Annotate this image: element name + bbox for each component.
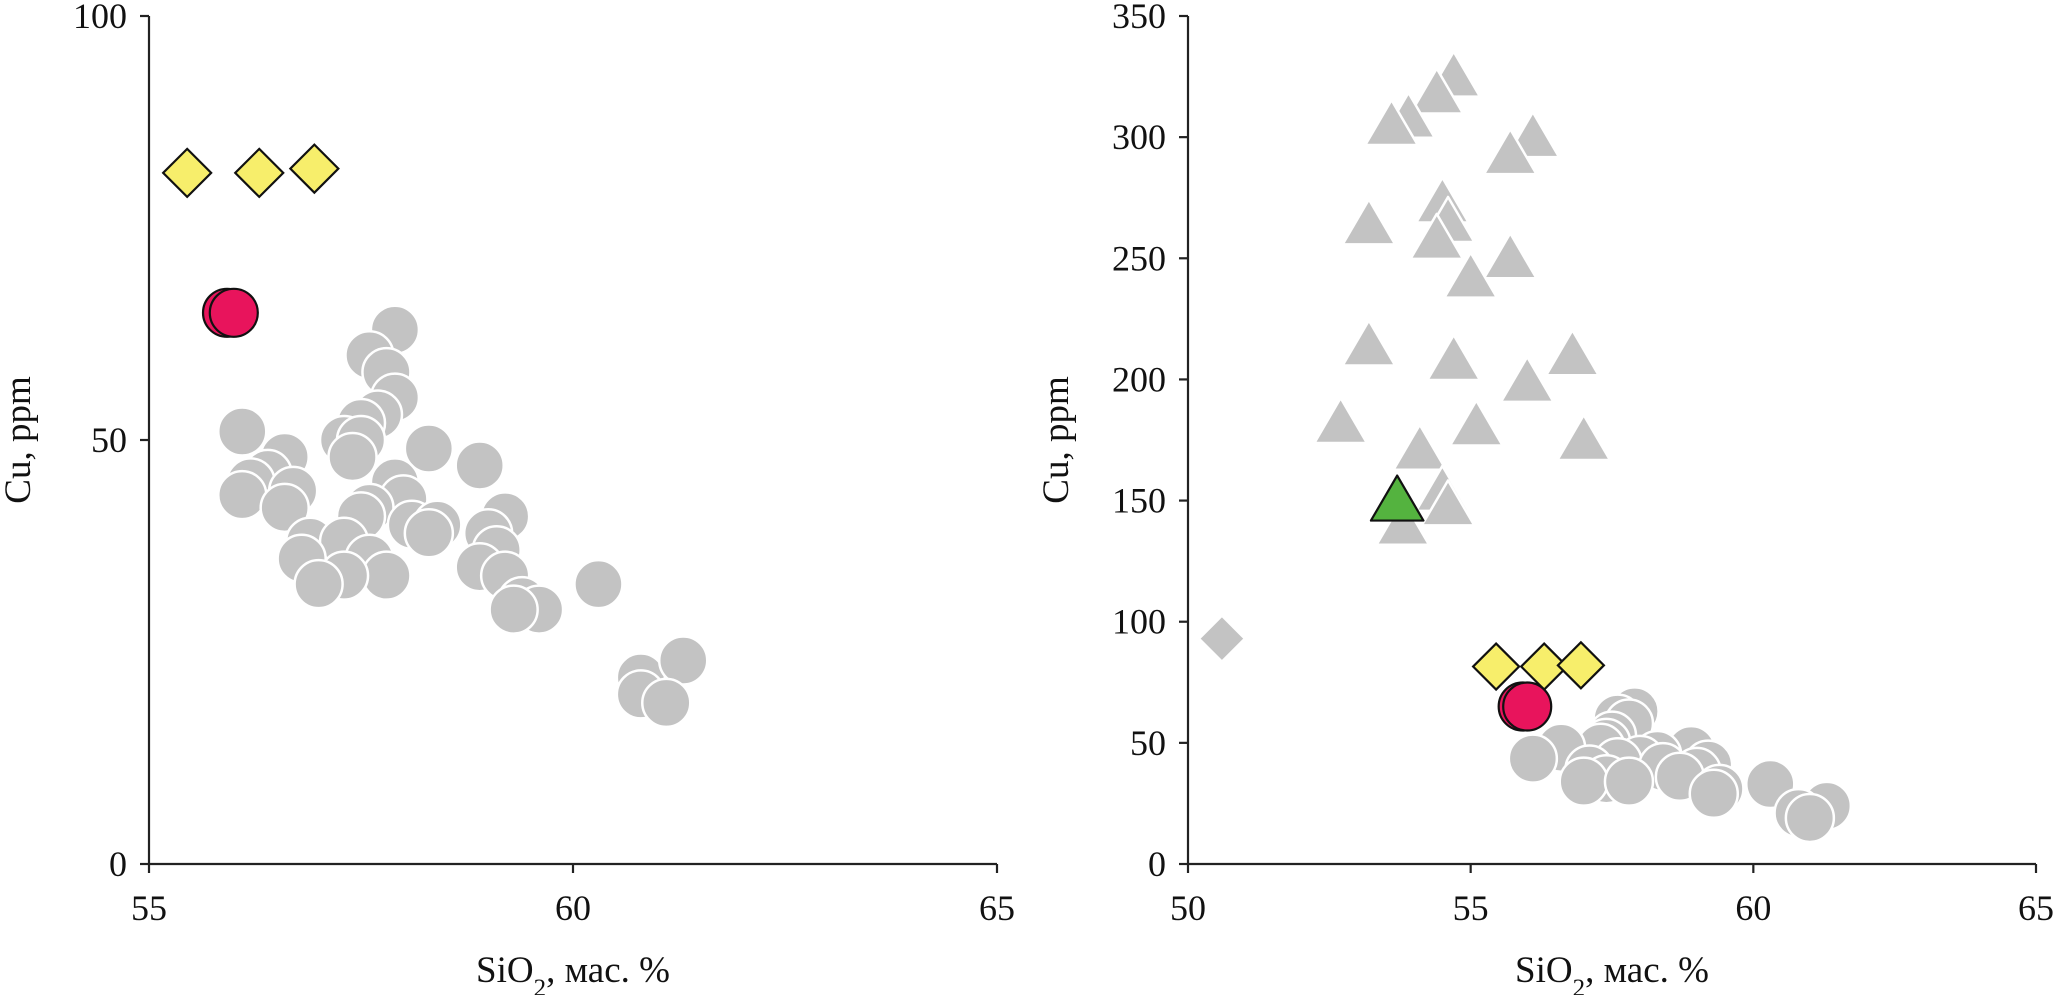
chart-1-markers xyxy=(161,143,709,729)
gray-circle-point xyxy=(217,406,268,457)
gray-triangle-point xyxy=(1556,413,1612,462)
chart-2-markers xyxy=(1197,50,1853,844)
y-tick-label: 100 xyxy=(73,0,127,36)
gray-triangle-point xyxy=(1313,396,1369,445)
y-tick-label: 100 xyxy=(1112,602,1166,642)
y-tick-label: 50 xyxy=(91,420,127,460)
chart-1-tick-labels: 55 60 65 0 50 100 xyxy=(73,0,1015,928)
gray-circle-point xyxy=(403,508,455,559)
gray-triangle-point xyxy=(1420,479,1476,527)
yellow-diamond-point xyxy=(1471,641,1521,692)
gray-diamond-point xyxy=(1197,613,1247,664)
gray-triangle-point xyxy=(1409,212,1465,261)
gray-circle-point xyxy=(327,431,378,483)
gray-circle-point xyxy=(259,482,310,534)
x-tick-label: 65 xyxy=(979,888,1015,928)
gray-circle-point xyxy=(1688,768,1740,819)
yellow-diamond-point xyxy=(288,143,340,195)
gray-triangle-point xyxy=(1375,498,1431,547)
chart-2-x-axis-title: SiO2, мас. % xyxy=(1515,950,1709,995)
x-tick-label: 60 xyxy=(1735,888,1771,928)
gray-circle-point xyxy=(1784,792,1836,844)
yellow-diamond-point xyxy=(233,147,285,199)
red-circle-point xyxy=(1502,681,1553,732)
gray-circle-point xyxy=(1603,756,1655,807)
chart-1-ticks xyxy=(140,14,999,873)
gray-triangle-point xyxy=(1341,319,1397,367)
x-tick-label: 50 xyxy=(1170,888,1206,928)
gray-triangle-point xyxy=(1448,399,1504,447)
gray-triangle-point xyxy=(1364,98,1420,147)
yellow-diamond-point xyxy=(1556,640,1606,690)
y-tick-label: 350 xyxy=(1112,0,1166,36)
gray-triangle-point xyxy=(1482,127,1538,176)
gray-circle-point xyxy=(1507,733,1559,784)
y-tick-label: 300 xyxy=(1112,117,1166,157)
chart-1-y-axis-title: Cu, ppm xyxy=(0,376,39,504)
gray-circle-point xyxy=(573,558,624,610)
gray-triangle-point xyxy=(1341,198,1397,246)
x-tick-label: 55 xyxy=(1453,888,1489,928)
gray-triangle-point xyxy=(1443,251,1499,299)
chart-1-x-axis-title: SiO2, мас. % xyxy=(476,950,670,995)
gray-triangle-point xyxy=(1426,333,1482,382)
gray-circle-point xyxy=(361,550,412,601)
y-tick-label: 50 xyxy=(1130,723,1166,763)
y-tick-label: 250 xyxy=(1112,238,1166,278)
gray-circle-point xyxy=(641,677,692,729)
y-tick-label: 0 xyxy=(1148,844,1166,884)
gray-circle-point xyxy=(488,584,539,635)
y-tick-label: 0 xyxy=(109,844,127,884)
chart-1: 55 60 65 0 50 100 SiO2, мас. % Cu, ppm xyxy=(0,0,1015,995)
gray-triangle-point xyxy=(1482,232,1538,280)
gray-triangle-point xyxy=(1392,423,1448,471)
gray-circle-point xyxy=(217,469,268,521)
chart-2-y-axis-title: Cu, ppm xyxy=(1036,376,1077,504)
gray-triangle-point xyxy=(1499,355,1555,404)
gray-circle-point xyxy=(454,440,505,491)
x-tick-label: 55 xyxy=(131,888,167,928)
y-tick-label: 200 xyxy=(1112,359,1166,399)
x-tick-label: 65 xyxy=(2018,888,2054,928)
y-tick-label: 150 xyxy=(1112,481,1166,521)
chart-2-ticks xyxy=(1179,14,2038,873)
gray-triangle-point xyxy=(1544,328,1600,377)
gray-triangle-point xyxy=(1409,67,1465,115)
gray-circle-point xyxy=(293,558,344,610)
green-triangle-point xyxy=(1369,474,1425,522)
gray-circle-point xyxy=(403,423,455,474)
gray-circle-point xyxy=(1558,756,1609,807)
gray-circle-point xyxy=(657,635,709,686)
x-tick-label: 60 xyxy=(555,888,591,928)
yellow-diamond-point xyxy=(161,147,213,199)
red-circle-point xyxy=(208,287,259,338)
